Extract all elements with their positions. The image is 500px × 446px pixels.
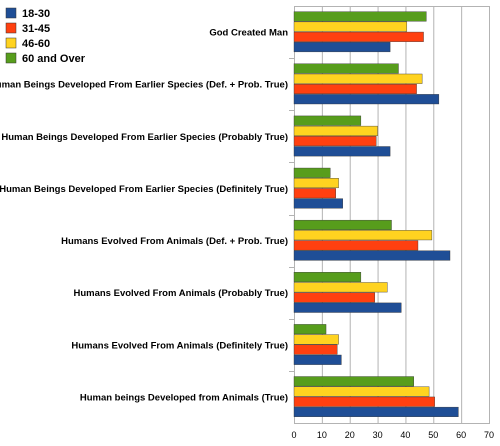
bar-60-and-over-1 [293,63,399,74]
bar-46-60-4 [293,230,433,241]
bar-31-45-0 [293,31,424,42]
x-tick-label: 60 [456,430,466,440]
bar-18-30-0 [293,42,391,53]
bar-18-30-5 [293,302,402,313]
category-label: Humans Evolved From Animals (Def. + Prob… [61,236,288,247]
bar-60-and-over-3 [293,167,331,178]
bar-31-45-5 [293,292,375,303]
bar-31-45-6 [293,344,338,355]
bar-60-and-over-5 [293,272,362,283]
x-tick-label: 30 [373,430,383,440]
category-labels: God Created Man Human Beings Developed Fr… [0,28,288,404]
x-tick-label: 0 [291,430,296,440]
category-label: Human Beings Developed From Earlier Spec… [0,80,288,91]
bar-46-60-2 [293,125,378,136]
legend-label: 46-60 [22,38,50,50]
bar-18-30-1 [293,94,440,105]
legend-swatch-31-45 [5,22,17,34]
bar-31-45-4 [293,240,419,251]
legend-swatch-18-30 [5,7,17,19]
category-label: Human Beings Developed From Earlier Spec… [0,184,288,195]
bars-layer [293,11,459,417]
legend: 18-30 31-45 46-60 60 and Over [5,7,86,65]
bar-46-60-3 [293,178,339,189]
bar-46-60-1 [293,73,423,84]
x-tick-label: 20 [345,430,355,440]
bar-18-30-3 [293,198,343,209]
category-label: Humans Evolved From Animals (Definitely … [71,340,288,351]
bar-60-and-over-6 [293,324,327,335]
x-tick-label: 10 [317,430,327,440]
bar-18-30-6 [293,354,342,365]
bar-18-30-7 [293,406,459,417]
bar-18-30-2 [293,146,391,157]
legend-swatch-60-and-over [5,52,17,64]
legend-label: 60 and Over [22,53,86,65]
category-label: God Created Man [209,28,288,39]
bar-31-45-7 [293,396,435,407]
legend-swatch-46-60 [5,37,17,49]
bar-46-60-7 [293,386,430,397]
bar-31-45-1 [293,83,417,94]
bar-18-30-4 [293,250,451,261]
x-tick-label: 40 [400,430,410,440]
axis-layer: 0 10 20 30 40 50 60 70 [291,430,494,440]
bar-60-and-over-7 [293,376,414,387]
bar-60-and-over-4 [293,219,392,230]
legend-label: 18-30 [22,8,50,20]
bar-46-60-0 [293,21,408,32]
bar-31-45-3 [293,188,336,199]
x-tick-label: 70 [484,430,494,440]
bar-60-and-over-0 [293,11,427,22]
x-tick-label: 50 [428,430,438,440]
bar-46-60-6 [293,334,339,345]
bar-60-and-over-2 [293,115,362,126]
legend-label: 31-45 [22,23,50,35]
bar-46-60-5 [293,282,388,293]
plot-frame [294,6,490,424]
category-label: Human beings Developed from Animals (Tru… [80,392,288,403]
bar-31-45-2 [293,136,377,147]
category-label: Humans Evolved From Animals (Probably Tr… [73,288,288,299]
category-label: Human Beings Developed From Earlier Spec… [1,132,288,143]
